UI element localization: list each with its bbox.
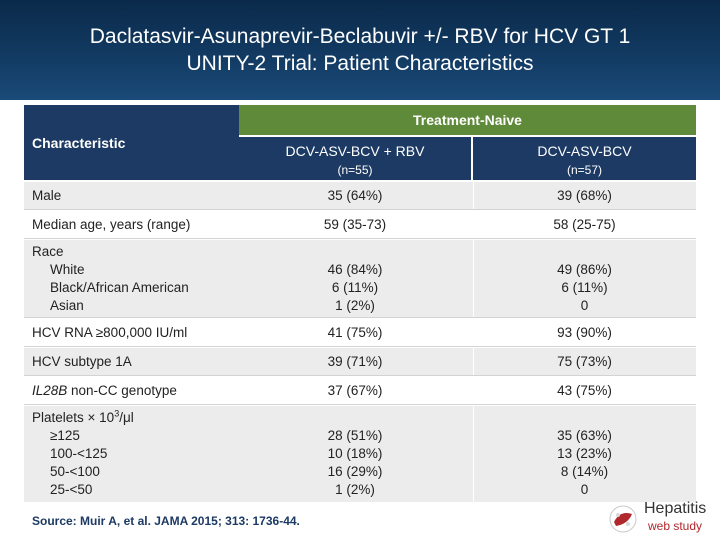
- platelets-label: Platelets × 103/μl: [32, 409, 134, 427]
- cell-value: 39 (68%): [557, 188, 612, 203]
- race-label: Race: [32, 244, 64, 259]
- cell-value-stack: 28 (51%) 10 (18%) 16 (29%) 1 (2%): [239, 427, 471, 499]
- slide-title-line2: UNITY-2 Trial: Patient Characteristics: [186, 52, 534, 75]
- cell-value: 28 (51%): [327, 428, 383, 443]
- cell-divider: [473, 348, 474, 375]
- column-header-no-rbv: DCV-ASV-BCV (n=57): [473, 137, 696, 180]
- row-label: IL28B non-CC genotype: [32, 382, 177, 400]
- column-n-label: (n=55): [337, 163, 373, 177]
- row-label: Median age, years (range): [32, 217, 191, 232]
- cell-value: 93 (90%): [557, 325, 612, 340]
- cell-divider: [473, 182, 474, 209]
- logo-word-web-study: web study: [648, 519, 703, 533]
- cell-value: 49 (86%): [557, 262, 612, 277]
- platelets-sub-label: ≥125: [50, 428, 80, 443]
- cell-value: 10 (18%): [327, 446, 383, 461]
- row-label: Male: [32, 188, 62, 203]
- slide-title-line1: Daclatasvir-Asunaprevir-Beclabuvir +/- R…: [89, 25, 631, 48]
- cell-value: 1 (2%): [335, 482, 375, 497]
- cell-value: 59 (35-73): [323, 217, 387, 232]
- cell-divider: [473, 240, 474, 317]
- il28b-rest: non-CC genotype: [67, 383, 177, 398]
- table-row: Male 35 (64%) 39 (68%): [24, 182, 696, 210]
- cell-value: 41 (75%): [327, 325, 383, 340]
- logo-word-hepatitis: Hepatitis: [644, 500, 707, 517]
- cell-value: 1 (2%): [335, 298, 375, 313]
- cell-value: 0: [580, 482, 589, 497]
- platelets-label-post: /μl: [119, 410, 134, 425]
- cell-value: 0: [580, 298, 589, 313]
- column-arm-label: DCV-ASV-BCV + RBV: [285, 143, 425, 159]
- table-row: Race White Black/African American Asian …: [24, 240, 696, 318]
- row-label: Platelets × 103/μl ≥125 100-<125 50-<100…: [32, 409, 134, 499]
- column-n-label: (n=57): [566, 163, 603, 177]
- race-asian-label: Asian: [50, 298, 84, 313]
- cell-value-stack: 46 (84%) 6 (11%) 1 (2%): [239, 261, 471, 315]
- cell-value: 75 (73%): [557, 354, 612, 369]
- title-bar: Daclatasvir-Asunaprevir-Beclabuvir +/- R…: [0, 0, 720, 100]
- platelets-sub-label: 50-<100: [50, 464, 100, 479]
- table-row: IL28B non-CC genotype 37 (67%) 43 (75%): [24, 377, 696, 405]
- treatment-naive-header: Treatment-Naive: [239, 105, 696, 135]
- cell-value-stack: 49 (86%) 6 (11%) 0: [473, 261, 696, 315]
- platelets-sub-label: 25-<50: [50, 482, 93, 497]
- cell-value: 13 (23%): [557, 446, 612, 461]
- platelets-sub-label: 100-<125: [50, 446, 108, 461]
- cell-value: 37 (67%): [327, 383, 383, 398]
- row-label: HCV subtype 1A: [32, 354, 132, 369]
- cell-divider: [473, 406, 474, 502]
- race-black-label: Black/African American: [50, 280, 189, 295]
- column-arm-label: DCV-ASV-BCV: [537, 143, 632, 159]
- cell-value: 6 (11%): [561, 280, 608, 295]
- cell-value: 6 (11%): [331, 280, 379, 295]
- race-white-label: White: [50, 262, 85, 277]
- cell-value-stack: 35 (63%) 13 (23%) 8 (14%) 0: [473, 427, 696, 499]
- table-row: Platelets × 103/μl ≥125 100-<125 50-<100…: [24, 406, 696, 502]
- hepatitis-web-study-logo[interactable]: Hepatitis web study: [608, 500, 714, 536]
- cell-value: 43 (75%): [557, 383, 612, 398]
- table-row: Median age, years (range) 59 (35-73) 58 …: [24, 211, 696, 239]
- cell-value: 39 (71%): [327, 354, 383, 369]
- platelets-label-pre: Platelets × 10: [32, 410, 115, 425]
- table-row: HCV subtype 1A 39 (71%) 75 (73%): [24, 348, 696, 376]
- cell-value: 58 (25-75): [553, 217, 616, 232]
- hepatitis-logo-icon: [609, 505, 637, 533]
- column-header-rbv: DCV-ASV-BCV + RBV (n=55): [239, 137, 471, 180]
- characteristic-header: Characteristic: [24, 105, 239, 180]
- cell-value: 8 (14%): [560, 464, 609, 479]
- table-row: HCV RNA ≥800,000 IU/ml 41 (75%) 93 (90%): [24, 319, 696, 347]
- platelets-label-sup: 3: [114, 408, 120, 419]
- cell-value: 46 (84%): [327, 262, 383, 277]
- cell-value: 16 (29%): [327, 464, 383, 479]
- row-label: Race White Black/African American Asian: [32, 243, 189, 315]
- il28b-italic: IL28B: [32, 383, 68, 398]
- source-citation: Source: Muir A, et al. JAMA 2015; 313: 1…: [32, 514, 300, 528]
- cell-value: 35 (63%): [557, 428, 612, 443]
- row-label: HCV RNA ≥800,000 IU/ml: [32, 325, 188, 340]
- cell-value: 35 (64%): [327, 188, 383, 203]
